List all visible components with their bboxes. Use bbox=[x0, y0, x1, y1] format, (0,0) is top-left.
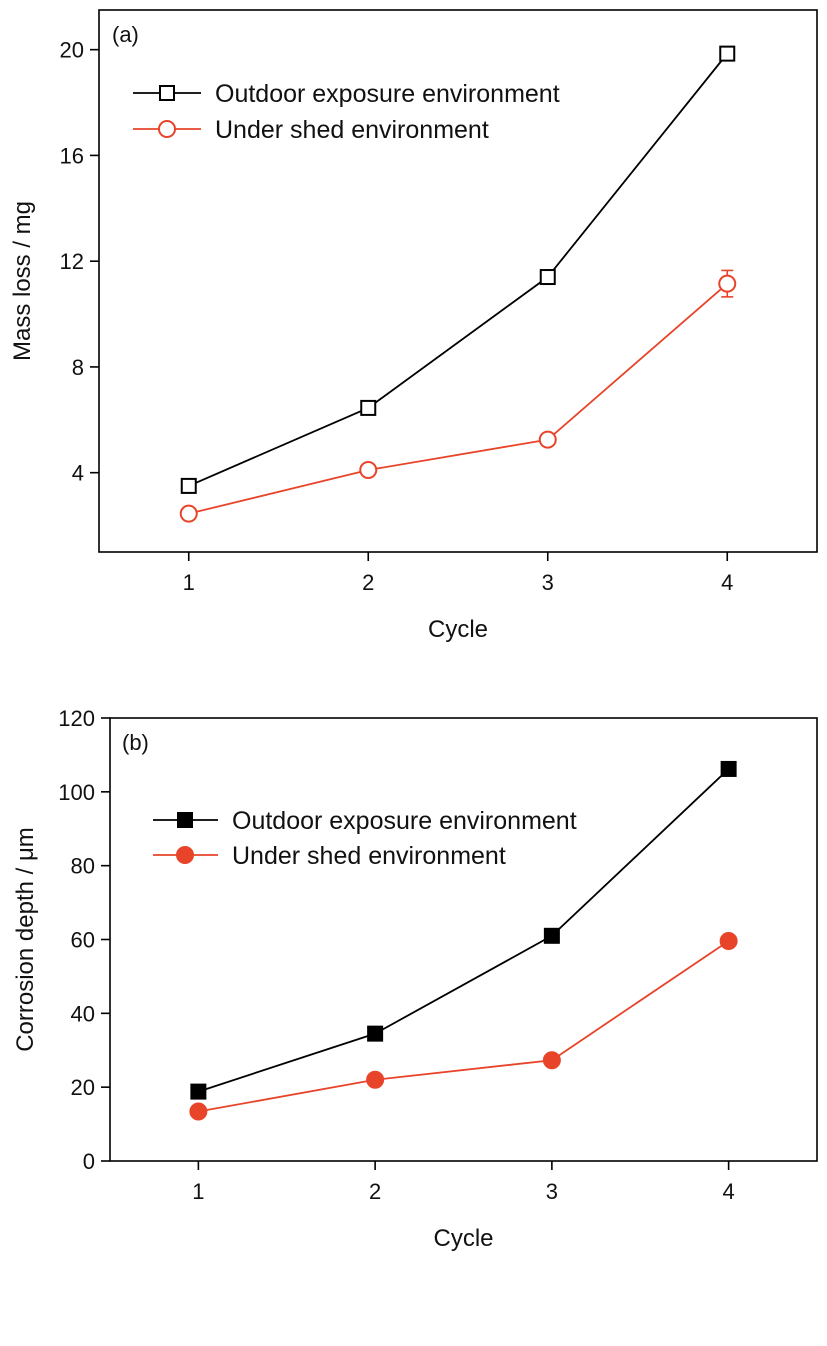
marker-square bbox=[159, 85, 175, 101]
panel-label: (a) bbox=[112, 22, 139, 47]
panel-label: (b) bbox=[122, 730, 149, 755]
series-outdoor bbox=[190, 760, 737, 1100]
legend-label: Outdoor exposure environment bbox=[215, 80, 560, 108]
marker-circle bbox=[366, 1070, 385, 1089]
x-axis-title: Cycle bbox=[428, 616, 488, 643]
legend: Outdoor exposure environment Under shed e… bbox=[153, 807, 577, 870]
legend-label: Under shed environment bbox=[232, 842, 506, 870]
series-line bbox=[188, 53, 728, 487]
y-tick-label: 0 bbox=[83, 1149, 95, 1174]
marker-circle bbox=[179, 504, 198, 523]
legend-item: Outdoor exposure environment bbox=[153, 807, 577, 835]
legend-label: Outdoor exposure environment bbox=[232, 807, 577, 835]
x-tick-label: 4 bbox=[721, 570, 733, 595]
x-tick-label: 2 bbox=[362, 570, 374, 595]
y-tick-label: 100 bbox=[58, 780, 95, 805]
marker-circle bbox=[189, 1102, 208, 1121]
marker-circle bbox=[538, 430, 557, 449]
marker-circle bbox=[542, 1051, 561, 1070]
x-tick-label: 2 bbox=[369, 1179, 381, 1204]
y-axis-title: Corrosion depth / μm bbox=[12, 827, 39, 1052]
series-under-shed bbox=[179, 269, 737, 523]
x-tick-label: 4 bbox=[723, 1179, 735, 1204]
y-tick-label: 16 bbox=[60, 143, 84, 168]
y-tick-label: 60 bbox=[71, 928, 95, 953]
series-outdoor bbox=[180, 45, 736, 494]
marker-circle bbox=[359, 461, 378, 480]
marker-square bbox=[543, 927, 560, 944]
series-line bbox=[188, 282, 728, 515]
marker-square bbox=[180, 477, 197, 494]
marker-circle bbox=[158, 120, 176, 138]
y-tick-label: 40 bbox=[71, 1001, 95, 1026]
y-tick-label: 20 bbox=[60, 38, 84, 63]
y-tick-label: 4 bbox=[72, 461, 84, 486]
legend: Outdoor exposure environment Under shed e… bbox=[133, 80, 560, 144]
marker-square bbox=[720, 760, 737, 777]
legend-item: Outdoor exposure environment bbox=[133, 80, 560, 108]
legend-label: Under shed environment bbox=[215, 116, 489, 144]
marker-circle bbox=[718, 274, 737, 293]
series-under-shed bbox=[189, 931, 738, 1121]
marker-circle bbox=[176, 846, 194, 864]
marker-square bbox=[177, 812, 193, 828]
x-axis-title: Cycle bbox=[433, 1225, 493, 1252]
y-tick-label: 80 bbox=[71, 854, 95, 879]
legend-item: Under shed environment bbox=[133, 116, 489, 144]
marker-circle bbox=[719, 931, 738, 950]
marker-square bbox=[360, 399, 377, 416]
y-tick-label: 12 bbox=[60, 249, 84, 274]
marker-square bbox=[367, 1025, 384, 1042]
y-tick-label: 20 bbox=[71, 1075, 95, 1100]
series-line bbox=[198, 940, 730, 1113]
plot-frame bbox=[98, 9, 818, 553]
series-line bbox=[198, 768, 730, 1093]
x-tick-label: 1 bbox=[192, 1179, 204, 1204]
x-tick-label: 3 bbox=[542, 570, 554, 595]
y-tick-label: 120 bbox=[58, 706, 95, 731]
marker-square bbox=[719, 45, 736, 62]
legend-item: Under shed environment bbox=[153, 842, 506, 870]
x-tick-label: 3 bbox=[546, 1179, 558, 1204]
marker-square bbox=[539, 269, 556, 286]
y-axis-title: Mass loss / mg bbox=[9, 201, 36, 361]
x-tick-label: 1 bbox=[183, 570, 195, 595]
y-tick-label: 8 bbox=[72, 355, 84, 380]
marker-square bbox=[190, 1083, 207, 1100]
